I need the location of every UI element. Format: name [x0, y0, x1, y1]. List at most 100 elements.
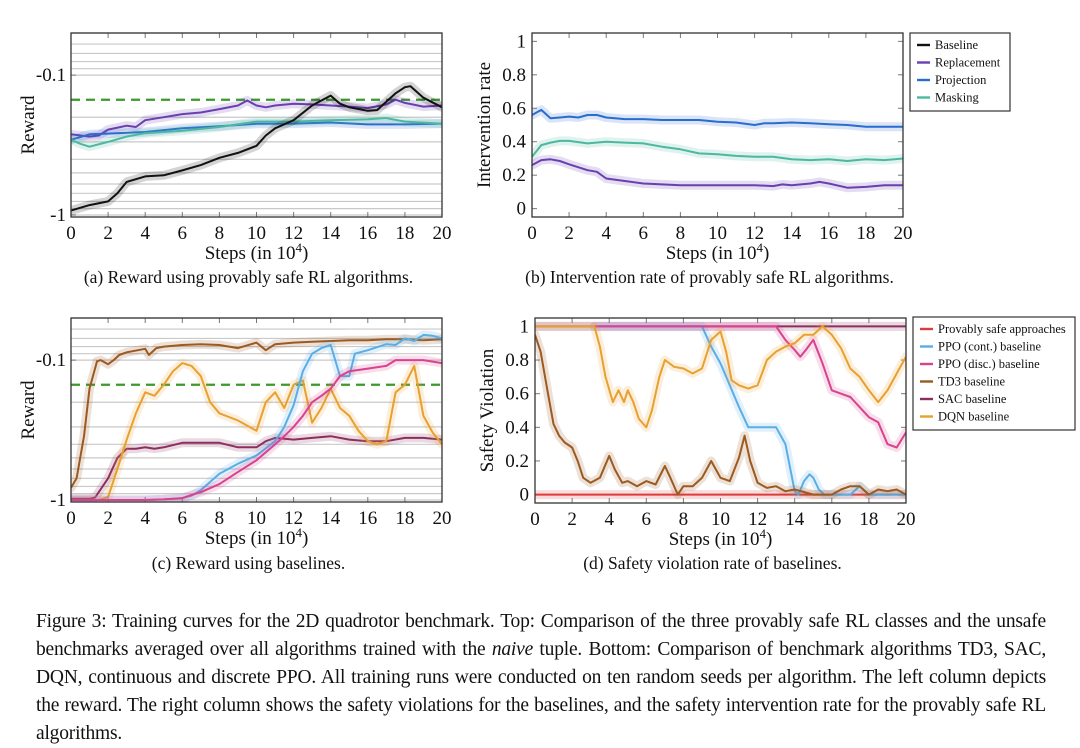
- series-line-replacement: [532, 158, 903, 189]
- y-tick-label: 0.4: [502, 132, 526, 153]
- y-tick-label: 0.8: [502, 65, 526, 86]
- x-tick-label: 20: [894, 223, 913, 244]
- caption-text-1: Training curves for the 2D quadrotor ben…: [36, 611, 1046, 660]
- x-tick-label: 18: [395, 223, 414, 244]
- plot-frame: [531, 32, 904, 218]
- y-tick-label: 0: [517, 199, 527, 220]
- legend: Provably safe approaches PPO (cont.) base…: [912, 316, 1076, 431]
- x-tick-label: 20: [433, 508, 452, 529]
- figure-caption: Figure 3: Training curves for the 2D qua…: [36, 608, 1046, 748]
- y-tick-label: 0.6: [505, 384, 529, 405]
- x-tick-label: 16: [358, 508, 377, 529]
- x-tick-label: 2: [567, 509, 577, 530]
- plot-area: [71, 330, 442, 502]
- y-tick-label: 0.4: [505, 417, 529, 438]
- plot-frame: [70, 317, 443, 503]
- legend-label: Provably safe approaches: [938, 322, 1066, 336]
- x-axis-label: Steps (in 104): [205, 240, 309, 264]
- legend-label: DQN baseline: [938, 410, 1010, 424]
- chart-c: 0 2 4 6 8 10 12 14 16 18 20 -0.1 -1 Steps (in 104) Rew…: [18, 317, 452, 573]
- x-tick-label: 12: [748, 509, 767, 530]
- series-line-projection: [532, 108, 903, 128]
- x-tick-label: 8: [676, 223, 686, 244]
- series-line-ppo-disc-baseline: [535, 325, 906, 449]
- series-line-ppo-cont-baseline: [535, 325, 906, 496]
- x-tick-label: 12: [284, 223, 303, 244]
- x-tick-label: 20: [897, 509, 916, 530]
- plot-area: [71, 81, 442, 216]
- caption-label: Figure 3:: [36, 611, 107, 632]
- caption-text-2: tuple. Bottom: Comparison of benchmark a…: [36, 639, 1046, 744]
- subcaption: (d) Safety violation rate of baselines.: [583, 553, 842, 573]
- series-line-td3-baseline: [71, 338, 442, 489]
- x-tick-label: 10: [247, 223, 266, 244]
- x-tick-label: 8: [679, 509, 689, 530]
- series-line-td3-baseline: [535, 334, 906, 496]
- x-tick-label: 18: [856, 223, 875, 244]
- x-tick-label: 8: [215, 223, 225, 244]
- x-tick-label: 14: [321, 508, 341, 529]
- y-tick-label: -1: [50, 205, 66, 226]
- legend-label: Masking: [935, 91, 980, 105]
- x-tick-label: 4: [140, 508, 150, 529]
- y-tick-label: -1: [50, 490, 66, 511]
- x-tick-label: 6: [178, 508, 188, 529]
- subcaption: (a) Reward using provably safe RL algori…: [84, 267, 413, 287]
- x-tick-label: 0: [66, 223, 76, 244]
- legend-label: Replacement: [935, 56, 1001, 70]
- x-tick-label: 14: [321, 223, 341, 244]
- legend-label: Baseline: [935, 38, 978, 52]
- x-tick-label: 4: [601, 223, 611, 244]
- series-line-dqn-baseline: [535, 325, 906, 429]
- chart-d: 0 2 4 6 8 10 12 14 16 18 20 0 0.2 0.4 0.6 0.8 1 Steps (in…: [477, 316, 1076, 573]
- x-tick-label: 16: [822, 509, 841, 530]
- x-tick-label: 0: [66, 508, 76, 529]
- x-tick-label: 6: [178, 223, 188, 244]
- x-axis-label: Steps (in 104): [666, 240, 770, 264]
- y-tick-label: 1: [520, 316, 530, 337]
- plot-frame: [70, 32, 443, 218]
- y-axis-label: Reward: [18, 95, 39, 155]
- x-tick-label: 14: [785, 509, 805, 530]
- legend: Baseline Replacement Projection Masking: [909, 32, 1011, 112]
- series-line-dqn-baseline: [71, 362, 442, 501]
- y-axis-label: Reward: [18, 380, 39, 440]
- x-tick-label: 6: [639, 223, 649, 244]
- x-tick-label: 12: [284, 508, 303, 529]
- legend-label: TD3 baseline: [938, 375, 1005, 389]
- caption-italic: naive: [491, 639, 534, 660]
- x-tick-label: 4: [604, 509, 614, 530]
- series-line-masking: [532, 139, 903, 162]
- chart-b: 0 2 4 6 8 10 12 14 16 18 20 0 0.2 0.4 0.6 0.8 1 Steps (in…: [474, 31, 1011, 287]
- y-axis-label: Intervention rate: [474, 62, 495, 188]
- y-tick-label: 0.2: [505, 451, 529, 472]
- y-tick-label: 0.8: [505, 350, 529, 371]
- legend-label: Projection: [935, 73, 987, 87]
- x-tick-label: 2: [564, 223, 574, 244]
- x-tick-label: 14: [782, 223, 802, 244]
- legend-box: [912, 316, 1076, 431]
- x-tick-label: 10: [708, 223, 727, 244]
- y-tick-label: 0.6: [502, 98, 526, 119]
- subcaption: (c) Reward using baselines.: [152, 553, 345, 573]
- x-tick-label: 16: [819, 223, 838, 244]
- x-tick-label: 18: [859, 509, 878, 530]
- x-tick-label: 12: [745, 223, 764, 244]
- legend-label: PPO (cont.) baseline: [938, 340, 1042, 354]
- chart-a: 0 2 4 6 8 10 12 14 16 18 20 -0.1 -1 Steps (in 104) Rew…: [18, 32, 452, 287]
- x-tick-label: 0: [527, 223, 537, 244]
- series-line-masking: [71, 117, 442, 148]
- x-tick-label: 4: [140, 223, 150, 244]
- y-tick-label: -0.1: [36, 350, 66, 371]
- plot-area: [535, 321, 906, 500]
- plot-area: [532, 105, 903, 193]
- series-line-sac-baseline: [71, 435, 442, 500]
- series-band-dqn-baseline: [535, 321, 906, 432]
- y-tick-label: -0.1: [36, 65, 66, 86]
- legend-label: SAC baseline: [938, 392, 1007, 406]
- y-tick-label: 1: [517, 31, 527, 52]
- plot-frame: [534, 317, 907, 504]
- x-tick-label: 18: [395, 508, 414, 529]
- subcaption: (b) Intervention rate of provably safe R…: [525, 267, 894, 287]
